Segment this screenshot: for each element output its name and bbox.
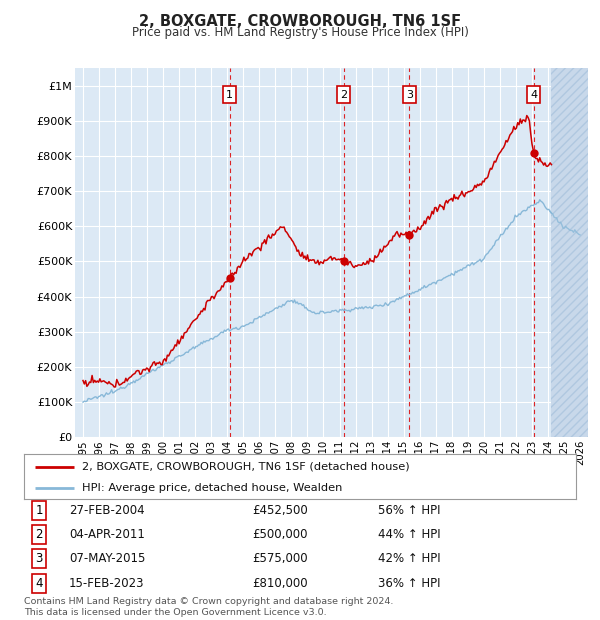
Text: £500,000: £500,000: [252, 528, 308, 541]
Text: 2, BOXGATE, CROWBOROUGH, TN6 1SF (detached house): 2, BOXGATE, CROWBOROUGH, TN6 1SF (detach…: [82, 462, 410, 472]
Text: 3: 3: [406, 89, 413, 100]
Text: 2: 2: [340, 89, 347, 100]
Text: £810,000: £810,000: [252, 577, 308, 590]
Text: £452,500: £452,500: [252, 504, 308, 517]
Text: Price paid vs. HM Land Registry's House Price Index (HPI): Price paid vs. HM Land Registry's House …: [131, 26, 469, 39]
Text: £575,000: £575,000: [252, 552, 308, 565]
Text: 1: 1: [35, 504, 43, 517]
Text: 56% ↑ HPI: 56% ↑ HPI: [378, 504, 440, 517]
Text: 36% ↑ HPI: 36% ↑ HPI: [378, 577, 440, 590]
Text: 3: 3: [35, 552, 43, 565]
Text: 2: 2: [35, 528, 43, 541]
Text: HPI: Average price, detached house, Wealden: HPI: Average price, detached house, Weal…: [82, 483, 343, 493]
Text: 04-APR-2011: 04-APR-2011: [69, 528, 145, 541]
Text: 42% ↑ HPI: 42% ↑ HPI: [378, 552, 440, 565]
Text: 4: 4: [35, 577, 43, 590]
Text: 1: 1: [226, 89, 233, 100]
Text: 4: 4: [530, 89, 538, 100]
Text: 44% ↑ HPI: 44% ↑ HPI: [378, 528, 440, 541]
Text: 2, BOXGATE, CROWBOROUGH, TN6 1SF: 2, BOXGATE, CROWBOROUGH, TN6 1SF: [139, 14, 461, 29]
Text: 07-MAY-2015: 07-MAY-2015: [69, 552, 145, 565]
Text: 27-FEB-2004: 27-FEB-2004: [69, 504, 145, 517]
Text: 15-FEB-2023: 15-FEB-2023: [69, 577, 145, 590]
Text: Contains HM Land Registry data © Crown copyright and database right 2024.
This d: Contains HM Land Registry data © Crown c…: [24, 598, 394, 617]
